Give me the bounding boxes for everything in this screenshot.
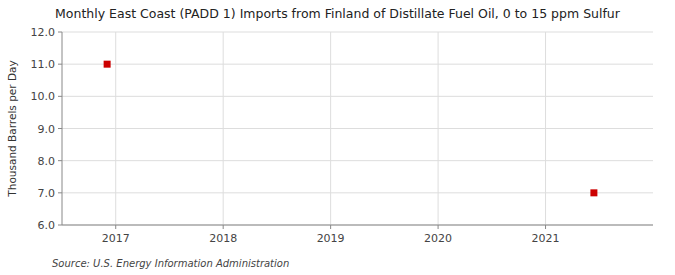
points: [104, 61, 598, 197]
chart-container: Monthly East Coast (PADD 1) Imports from…: [0, 0, 675, 275]
y-grid-line: [62, 160, 653, 161]
y-tick-label: 9.0: [38, 123, 56, 136]
y-tick: [58, 160, 62, 161]
x-tick: [223, 225, 224, 229]
x-grid-line: [545, 32, 546, 225]
x-tick-label: 2017: [102, 232, 130, 245]
y-tick-label: 12.0: [31, 26, 56, 39]
y-tick: [58, 96, 62, 97]
x-grid-line: [115, 32, 116, 225]
source-note: Source: U.S. Energy Information Administ…: [52, 258, 289, 269]
x-tick: [545, 225, 546, 229]
point: [590, 189, 597, 196]
y-tick: [58, 32, 62, 33]
title: Monthly East Coast (PADD 1) Imports from…: [55, 6, 621, 21]
x-tick: [115, 225, 116, 229]
x-tick-label: 2020: [424, 232, 452, 245]
grid: [62, 32, 653, 225]
y-grid-line: [62, 192, 653, 193]
background: [0, 0, 675, 275]
y-grid-line: [62, 225, 653, 226]
axes: 6.0 7.0 8.0 9.0 10.0 11.0 12.0 2017 2018 2019 2020…: [31, 26, 654, 245]
y-tick-label: 11.0: [31, 58, 56, 71]
x-grid-line: [438, 32, 439, 225]
y-tick: [58, 128, 62, 129]
y-tick-label: 6.0: [38, 219, 56, 232]
x-tick-label: 2018: [209, 232, 237, 245]
y-grid-line: [62, 64, 653, 65]
y-tick-label: 10.0: [31, 90, 56, 103]
y-tick: [58, 192, 62, 193]
x-grid-line: [223, 32, 224, 225]
y-tick: [58, 64, 62, 65]
chart-svg: Monthly East Coast (PADD 1) Imports from…: [0, 0, 675, 275]
point: [104, 61, 111, 68]
x-tick-label: 2019: [317, 232, 345, 245]
y-axis-label: Thousand Barrels per Day: [6, 60, 18, 197]
y-grid-line: [62, 128, 653, 129]
x-tick: [438, 225, 439, 229]
x-axis-line: [62, 225, 653, 226]
y-tick-label: 7.0: [38, 187, 56, 200]
y-grid-line: [62, 32, 653, 33]
x-tick-label: 2021: [532, 232, 560, 245]
y-tick-label: 8.0: [38, 155, 56, 168]
x-tick: [330, 225, 331, 229]
y-grid-line: [62, 96, 653, 97]
x-grid-line: [330, 32, 331, 225]
y-tick: [58, 225, 62, 226]
